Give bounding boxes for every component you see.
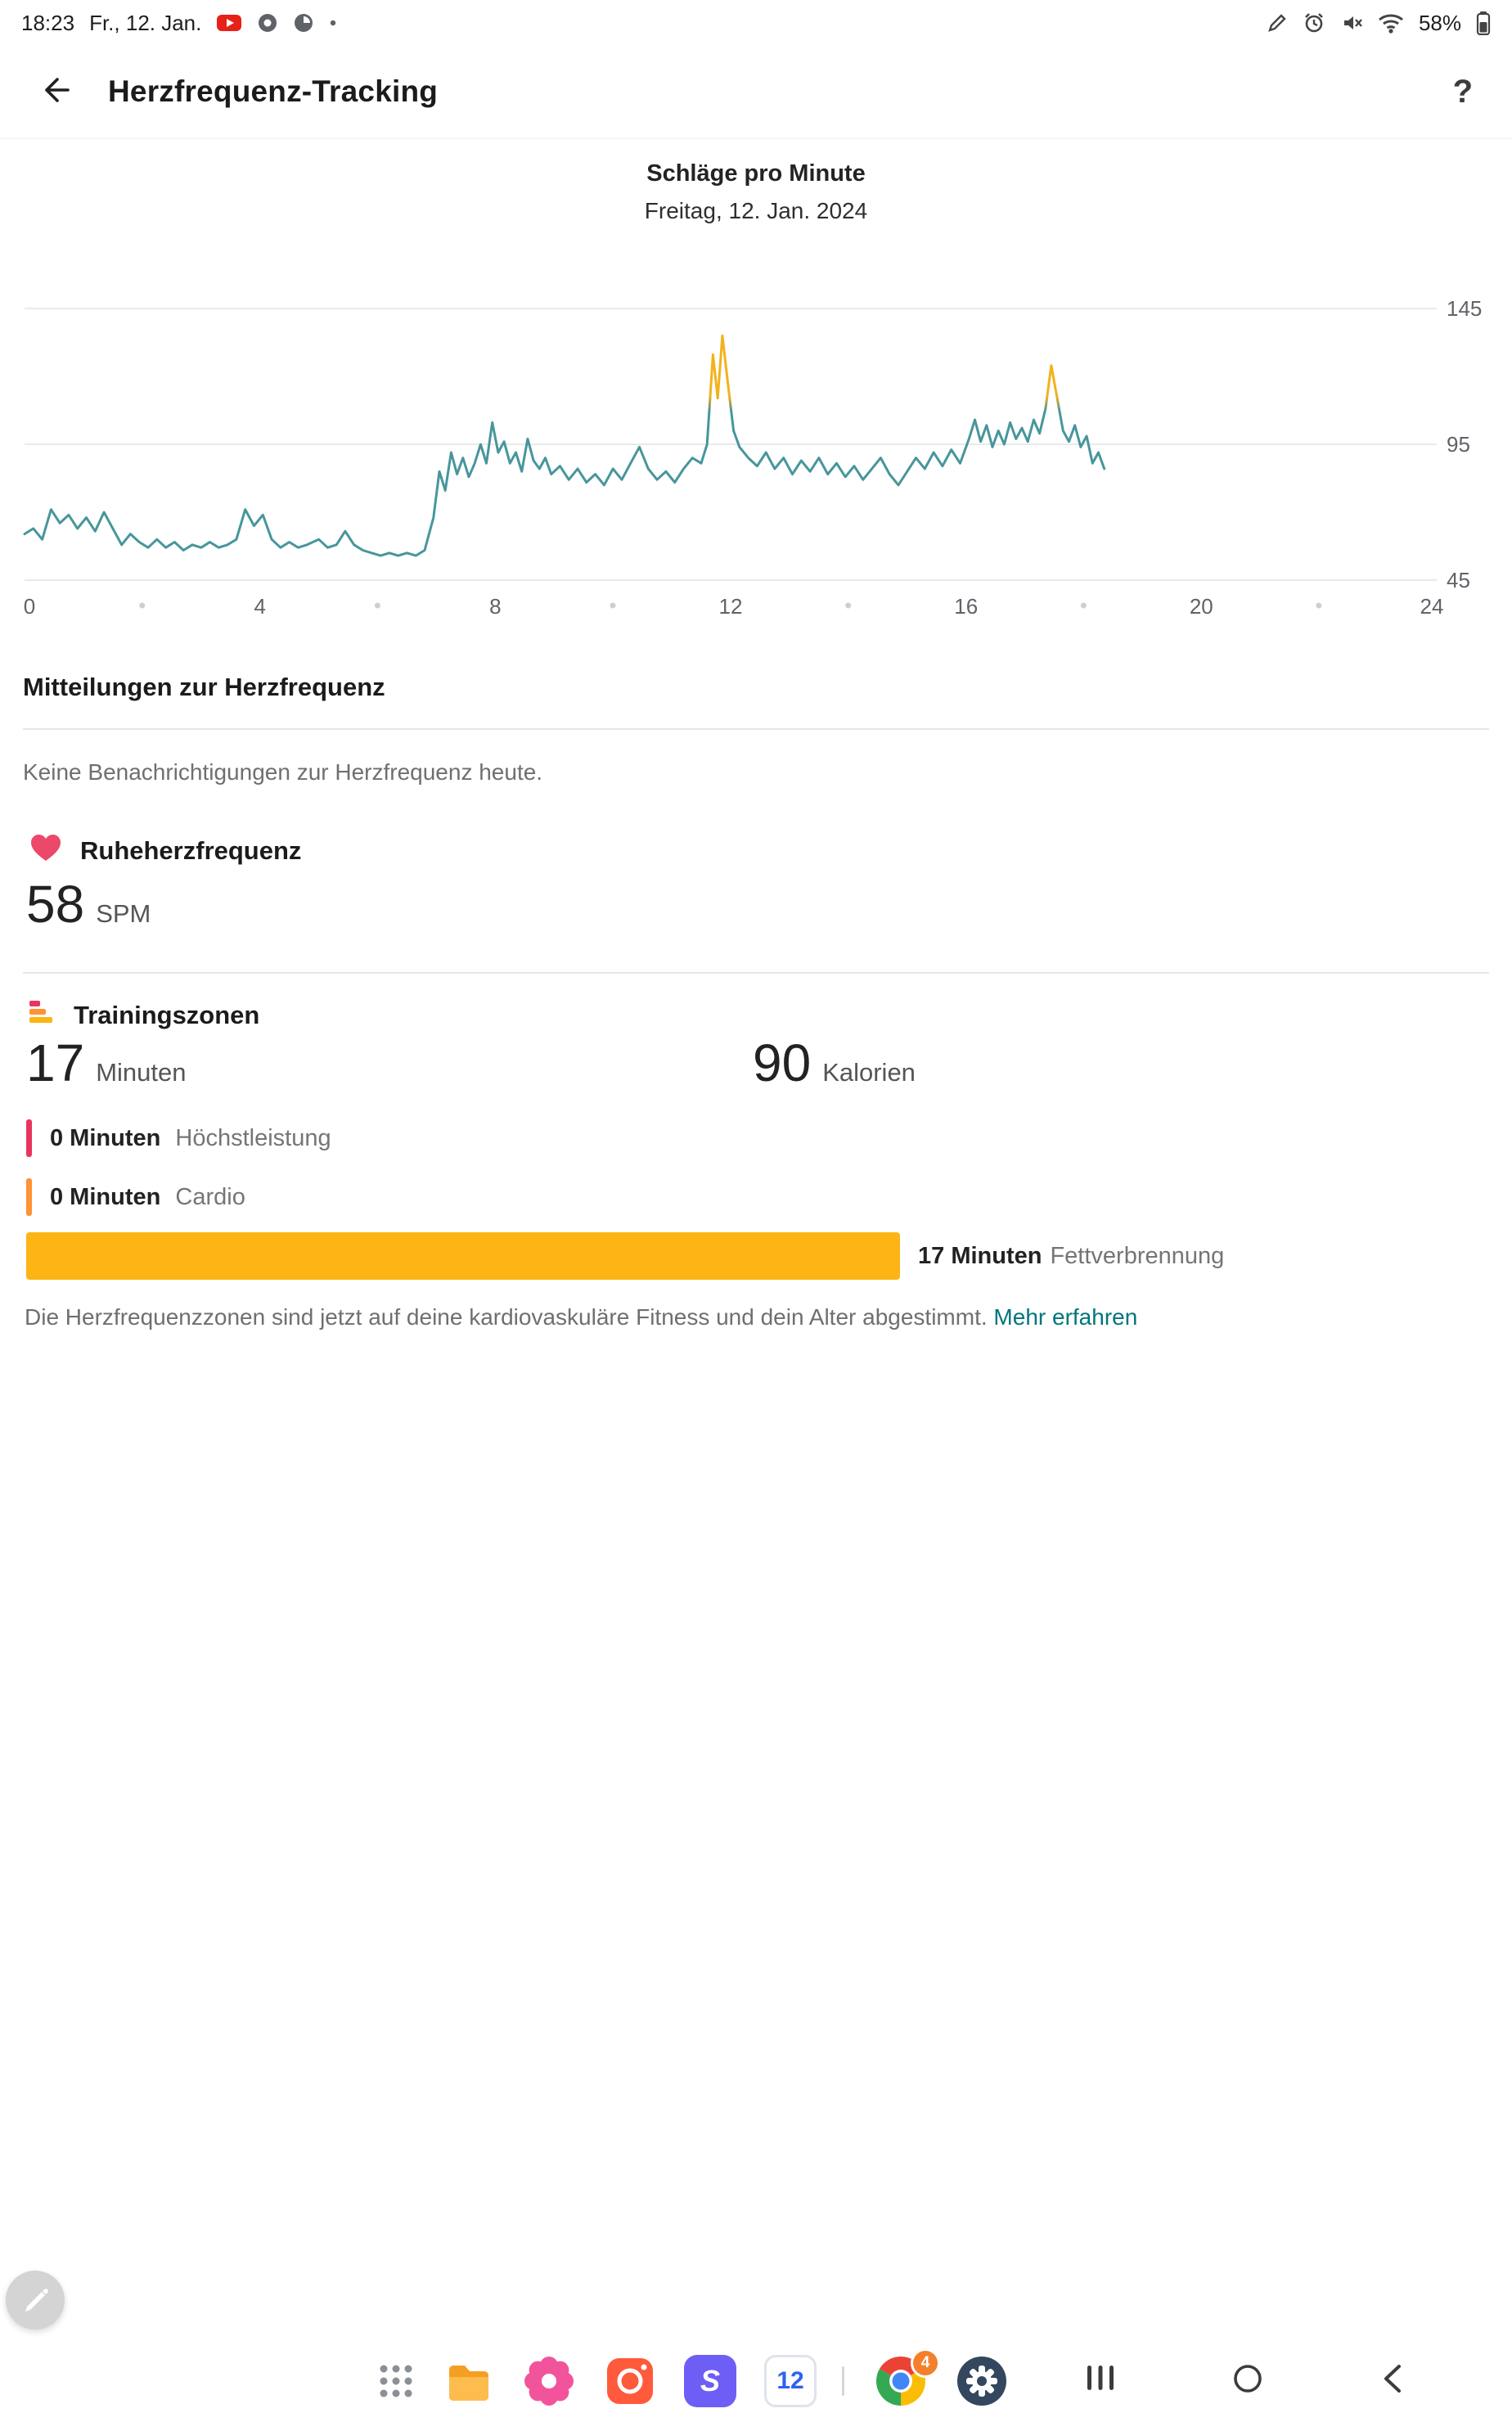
app-notification-icon [257, 12, 278, 34]
zone-peak-name: Höchstleistung [175, 1124, 331, 1151]
heart-rate-chart[interactable]: 145 95 45 0 4 8 12 16 20 24 [0, 270, 1512, 638]
zone-row-peak: 0 Minuten Höchstleistung [26, 1119, 331, 1157]
youtube-notification-icon [216, 13, 242, 33]
zone-cardio-value: 0 Minuten [50, 1183, 161, 1210]
chart-subtitle: Freitag, 12. Jan. 2024 [644, 198, 868, 223]
s-app-icon: S [684, 2355, 736, 2407]
heart-icon [29, 833, 62, 869]
minor-tick-dot [845, 602, 852, 609]
wifi-icon [1378, 12, 1404, 34]
status-time: 18:23 [21, 10, 75, 35]
minor-tick-dot [374, 602, 380, 609]
mute-icon [1340, 11, 1363, 34]
app-notification-icon [293, 12, 314, 34]
learn-more-link[interactable]: Mehr erfahren [993, 1304, 1138, 1330]
zones-icon [29, 1000, 56, 1031]
zones-footnote: Die Herzfrequenzzonen sind jetzt auf dei… [25, 1304, 1138, 1330]
zones-label: Trainingszonen [74, 1001, 260, 1029]
status-date: Fr., 12. Jan. [89, 10, 202, 35]
zones-calories-row: 90 Kalorien [753, 1033, 916, 1093]
chrome-notification-badge: 4 [911, 2348, 940, 2378]
gallery-app-button[interactable] [523, 2355, 575, 2407]
x-tick-24: 24 [1420, 594, 1444, 619]
app-drawer-button[interactable] [370, 2355, 422, 2407]
app-bar: Herzfrequenz-Tracking ? [0, 46, 1512, 137]
zone-fatburn-value: 17 Minuten [918, 1242, 1042, 1269]
y-tick-95: 95 [1447, 432, 1470, 457]
chrome-app-button[interactable]: 4 [875, 2348, 940, 2407]
calendar-icon: 12 [764, 2355, 817, 2407]
divider [23, 972, 1489, 974]
back-nav-button[interactable] [1379, 2363, 1404, 2398]
files-app-button[interactable] [443, 2355, 495, 2407]
home-button[interactable] [1232, 2363, 1263, 2398]
settings-app-button[interactable] [956, 2355, 1008, 2407]
y-tick-145: 145 [1447, 296, 1482, 321]
samsung-app-button[interactable]: S [684, 2355, 736, 2407]
recents-icon [1086, 2366, 1115, 2396]
minor-tick-dot [139, 602, 146, 609]
battery-percent: 58% [1418, 10, 1461, 35]
resting-hr-header: Ruheherzfrequenz [29, 833, 301, 869]
zone-fatburn-label-row: 17 Minuten Fettverbrennung [918, 1232, 1224, 1280]
zones-minutes-row: 17 Minuten [26, 1033, 186, 1093]
zone-color-tick [26, 1178, 32, 1216]
edit-fab[interactable] [6, 2271, 65, 2330]
x-tick-0: 0 [24, 594, 35, 619]
minor-tick-dot [610, 602, 616, 609]
y-tick-45: 45 [1447, 568, 1470, 592]
minor-tick-dot [1316, 602, 1322, 609]
x-tick-8: 8 [489, 594, 501, 619]
page-title: Herzfrequenz-Tracking [108, 74, 439, 108]
spen-icon [1267, 12, 1288, 34]
pencil-icon [20, 2284, 50, 2317]
resting-hr-unit: SPM [96, 899, 151, 928]
back-chevron-icon [1379, 2365, 1404, 2397]
recents-button[interactable] [1086, 2363, 1115, 2397]
resting-hr-value-row: 58 SPM [26, 874, 151, 934]
zone-cardio-name: Cardio [175, 1183, 245, 1210]
help-button[interactable]: ? [1452, 73, 1473, 110]
zones-minutes-value: 17 [26, 1033, 85, 1092]
resting-hr-label: Ruheherzfrequenz [80, 836, 302, 865]
back-button[interactable] [36, 74, 72, 110]
x-tick-12: 12 [719, 594, 743, 619]
zones-calories-value: 90 [753, 1033, 812, 1092]
zone-fatburn-name: Fettverbrennung [1050, 1242, 1225, 1269]
camera-icon [604, 2358, 656, 2411]
app-grid-icon [370, 2365, 422, 2411]
back-arrow-icon [37, 73, 71, 111]
x-tick-20: 20 [1190, 594, 1213, 619]
gear-icon [956, 2357, 1008, 2411]
flower-icon [523, 2357, 575, 2411]
resting-hr-value: 58 [26, 875, 85, 934]
folder-icon [443, 2366, 495, 2411]
alarm-icon [1303, 11, 1325, 34]
camera-app-button[interactable] [604, 2355, 656, 2407]
zone-peak-value: 0 Minuten [50, 1124, 161, 1151]
zones-header: Trainingszonen [29, 1000, 259, 1031]
zones-minutes-unit: Minuten [96, 1058, 187, 1087]
taskbar: S 12 4 [0, 2342, 1512, 2422]
x-tick-16: 16 [954, 594, 978, 619]
zone-row-cardio: 0 Minuten Cardio [26, 1178, 245, 1216]
minor-tick-dot [1080, 602, 1087, 609]
taskbar-divider [842, 2366, 844, 2396]
notifications-empty-text: Keine Benachrichtigungen zur Herzfrequen… [23, 759, 543, 785]
chart-title: Schläge pro Minute [646, 160, 866, 187]
notifications-section-title: Mitteilungen zur Herzfrequenz [23, 673, 385, 701]
home-circle-icon [1232, 2365, 1263, 2397]
more-notifications-dot [329, 19, 337, 27]
divider [23, 728, 1489, 730]
chrome-icon [875, 2356, 927, 2411]
zone-color-tick [26, 1119, 32, 1157]
x-tick-4: 4 [254, 594, 265, 619]
heart-rate-line [23, 334, 1106, 557]
calendar-app-button[interactable]: 12 [764, 2355, 817, 2407]
status-bar: 18:23 Fr., 12. Jan. 58% [0, 0, 1512, 46]
calendar-day: 12 [776, 2367, 804, 2394]
battery-icon [1476, 11, 1491, 35]
zone-fatburn-bar [26, 1232, 900, 1280]
zones-calories-unit: Kalorien [822, 1058, 916, 1087]
